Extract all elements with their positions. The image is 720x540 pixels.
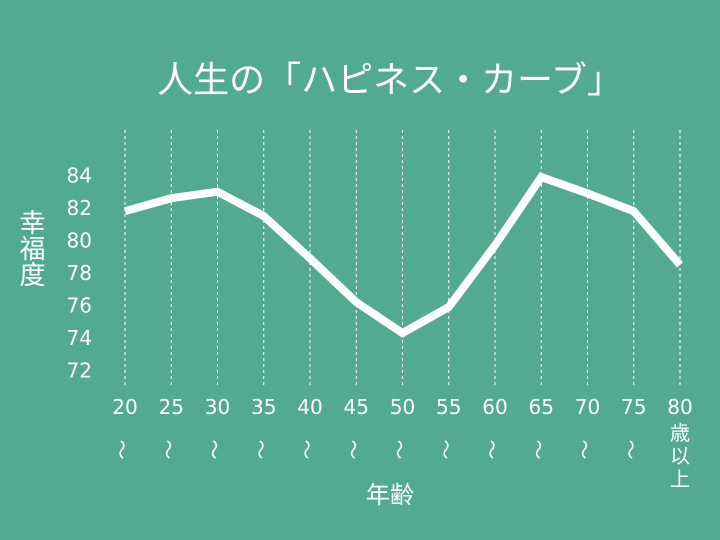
x-axis-label: 年齢 (366, 481, 414, 509)
x-tick-label: 25 〜 (156, 395, 184, 460)
y-tick-label: 84 (67, 164, 92, 188)
x-tick-label: 70 〜 (573, 395, 601, 460)
x-tick-label: 45 〜 (341, 395, 369, 460)
y-tick-label: 78 (67, 261, 92, 285)
x-tick-label: 80 歳以上 (667, 395, 692, 491)
y-tick-label: 76 (67, 294, 92, 318)
x-tick-label: 65 〜 (526, 395, 554, 460)
x-tick-label: 75 〜 (619, 395, 647, 460)
y-tick-label: 82 (67, 196, 92, 220)
x-tick-label: 55 〜 (434, 395, 462, 460)
x-tick-label: 40 〜 (295, 395, 323, 460)
y-tick-label: 74 (67, 326, 92, 350)
y-tick-label: 72 (67, 359, 92, 383)
y-axis-label: 幸福度 (15, 209, 45, 287)
data-line (123, 172, 684, 338)
x-tick-label: 50 〜 (388, 395, 416, 460)
y-tick-label: 80 (67, 229, 92, 253)
x-tick-label: 30 〜 (203, 395, 231, 460)
chart-title: 人生の「ハピネス・カーブ」 (157, 60, 623, 101)
x-tick-label: 35 〜 (249, 395, 277, 460)
x-tick-label: 60 〜 (480, 395, 508, 460)
x-tick-label: 20 〜 (110, 395, 138, 460)
